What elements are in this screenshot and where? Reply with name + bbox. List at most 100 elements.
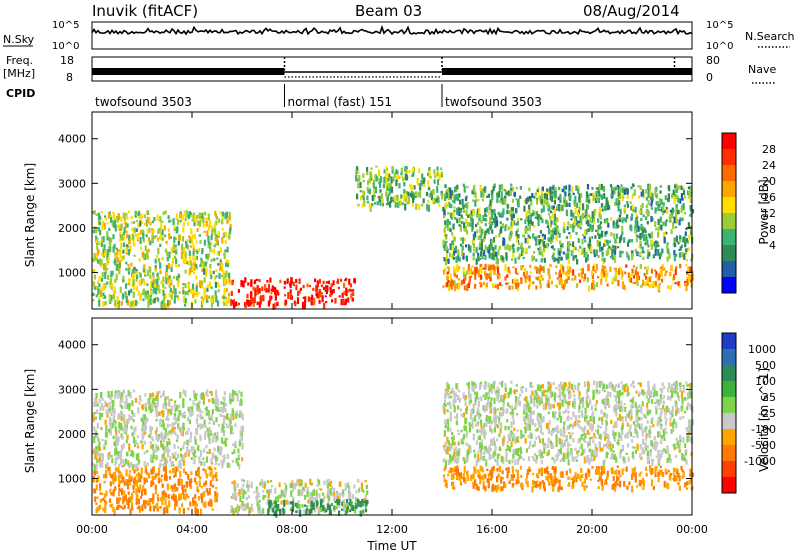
power-layer-cell: [92, 229, 95, 234]
power-layer-cell: [577, 188, 580, 194]
power-layer-cell: [348, 278, 351, 285]
power-layer-cell: [600, 232, 603, 238]
power-layer-cell: [535, 266, 539, 274]
power-layer-cell: [295, 279, 298, 283]
power-layer-cell: [449, 187, 452, 195]
velocity-layer-cell: [122, 495, 125, 502]
power-layer-cell: [224, 249, 227, 253]
velocity-layer-cell: [109, 474, 112, 478]
power-layer-cell: [120, 216, 123, 222]
velocity-layer-cell: [181, 488, 185, 495]
velocity-layer-cell: [534, 480, 537, 485]
velocity-layer-cell: [345, 508, 349, 512]
power-layer-cell: [199, 240, 202, 244]
power-layer-cell: [210, 286, 213, 289]
power-layer-cell: [646, 212, 649, 217]
velocity-layer-cell: [144, 425, 147, 431]
power-layer-cell: [151, 220, 154, 224]
power-layer-cell: [537, 247, 540, 251]
power-layer-cell: [639, 240, 642, 244]
velocity-layer-cell: [487, 473, 490, 478]
power-layer-cell: [318, 299, 321, 304]
power-layer-cell: [355, 175, 358, 182]
power-layer-cell: [514, 257, 517, 264]
power-layer-cell: [258, 287, 261, 294]
power-layer-cell: [147, 294, 150, 299]
power-layer-cell: [643, 282, 646, 287]
power-layer-cell: [211, 298, 214, 305]
velocity-layer-cell: [279, 511, 282, 516]
power-layer-cell: [147, 301, 150, 308]
power-layer-cell: [477, 255, 480, 260]
power-layer-cell: [254, 287, 257, 290]
power-layer-cell: [553, 200, 556, 205]
velocity-layer-cell: [543, 468, 546, 474]
power-layer-cell: [488, 244, 491, 252]
velocity-layer-cell: [291, 483, 294, 489]
power-layer-cell: [492, 186, 495, 192]
velocity-layer-cell: [238, 463, 241, 470]
power-layer-cell: [689, 194, 692, 198]
power-layer-cell: [679, 246, 682, 251]
power-layer-cell: [592, 279, 595, 284]
power-layer-cell: [455, 193, 458, 201]
velocity-layer-cell: [603, 431, 606, 435]
velocity-layer-cell: [310, 507, 313, 514]
velocity-layer-cell: [183, 441, 186, 445]
power-layer-cell: [408, 170, 411, 174]
velocity-layer-cell: [271, 504, 274, 508]
velocity-layer-cell: [100, 392, 103, 398]
velocity-layer-cell: [165, 418, 168, 421]
power-layer-cell: [164, 293, 167, 300]
power-layer-cell: [462, 183, 465, 187]
power-layer-cell: [112, 234, 115, 240]
velocity-layer-cell: [524, 415, 527, 419]
power-layer-cell: [197, 248, 200, 252]
power-layer-cell: [563, 196, 566, 201]
velocity-layer-cell: [198, 456, 201, 464]
velocity-layer-cell: [181, 485, 184, 490]
velocity-layer-cell: [515, 479, 518, 485]
power-layer-cell: [407, 197, 411, 205]
velocity-layer-cell: [674, 468, 677, 472]
power-layer-cell: [168, 251, 171, 259]
velocity-layer-cell: [444, 465, 447, 470]
power-layer-cell: [553, 213, 556, 221]
power-layer-cell: [217, 230, 220, 237]
power-layer-cell: [128, 279, 131, 283]
power-layer-cell: [184, 269, 187, 274]
velocity-layer-cell: [233, 490, 236, 497]
velocity-layer-cell: [167, 399, 171, 406]
velocity-layer-cell: [149, 505, 152, 512]
velocity-layer-cell: [449, 458, 452, 464]
velocity-layer-cell: [177, 415, 180, 422]
velocity-layer-cell: [474, 467, 477, 474]
power-layer-cell: [115, 273, 118, 281]
power-layer-cell: [218, 285, 221, 288]
velocity-layer-cell: [197, 470, 200, 477]
power-layer-cell: [357, 203, 360, 207]
power-layer-cell: [244, 301, 247, 309]
power-layer-cell: [592, 217, 595, 224]
velocity-layer-cell: [651, 386, 655, 390]
velocity-layer-cell: [536, 480, 539, 483]
power-layer-cell: [674, 282, 677, 285]
velocity-layer-cell: [652, 424, 655, 428]
velocity-layer-cell: [131, 432, 134, 437]
velocity-layer-cell: [96, 422, 99, 429]
velocity-layer-cell: [136, 445, 140, 449]
power-layer-cell: [125, 212, 128, 217]
power-layer-cell: [550, 210, 553, 214]
power-layer-cell: [453, 270, 456, 277]
velocity-layer-cell: [161, 491, 164, 496]
velocity-layer-cell: [242, 489, 245, 496]
power-layer-cell: [519, 186, 522, 190]
power-layer-cell: [684, 238, 687, 243]
power-layer-cell: [645, 209, 648, 214]
power-layer-cell: [160, 233, 163, 241]
velocity-layer-cell: [298, 482, 301, 486]
velocity-layer-cell: [302, 486, 305, 491]
power-layer-cell: [606, 240, 609, 246]
power-layer-cell: [678, 248, 681, 251]
velocity-layer-cell: [645, 447, 648, 451]
